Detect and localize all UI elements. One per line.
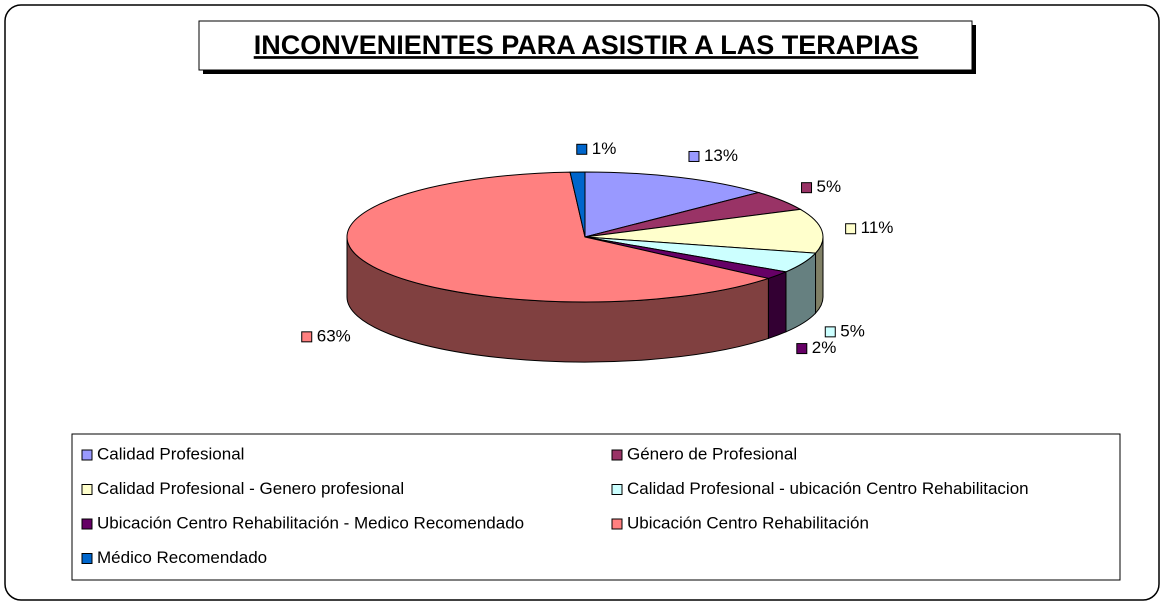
data-label: 1% (592, 139, 617, 158)
data-label: 5% (840, 321, 865, 340)
label-swatch (845, 223, 857, 235)
data-label: 63% (317, 326, 351, 345)
legend-label: Ubicación Centro Rehabilitación - Medico… (97, 513, 524, 532)
legend-label: Ubicación Centro Rehabilitación (627, 513, 869, 532)
pie-side (767, 271, 787, 340)
label-swatch (824, 326, 836, 338)
data-label: 13% (704, 146, 738, 165)
legend-label: Médico Recomendado (97, 548, 267, 567)
data-label: 2% (812, 338, 837, 357)
legend-swatch (611, 449, 623, 461)
legend-label: Calidad Profesional (97, 444, 244, 463)
legend-swatch (81, 484, 93, 495)
legend-swatch (81, 553, 93, 564)
legend-swatch (81, 518, 93, 530)
legend-label: Género de Profesional (627, 444, 797, 463)
data-label: 5% (817, 177, 842, 196)
label-swatch (796, 343, 808, 355)
data-label: 11% (861, 218, 894, 237)
legend-swatch (81, 449, 93, 461)
label-swatch (576, 143, 588, 155)
legend-box (71, 433, 1121, 581)
label-swatch (688, 150, 700, 162)
legend-swatch (611, 484, 623, 495)
legend-label: Calidad Profesional - Genero profesional (97, 479, 404, 498)
label-swatch (801, 182, 813, 194)
label-swatch (301, 331, 313, 343)
legend-swatch (611, 518, 623, 530)
pie-slice (346, 171, 771, 303)
pie-slice (584, 208, 824, 254)
title-box (198, 20, 973, 71)
pie-slice (569, 171, 586, 238)
pie-slice (584, 171, 761, 238)
legend-label: Calidad Profesional - ubicación Centro R… (627, 479, 1029, 498)
chart-title: INCONVENIENTES PARA ASISTIR A LAS TERAPI… (254, 30, 919, 60)
